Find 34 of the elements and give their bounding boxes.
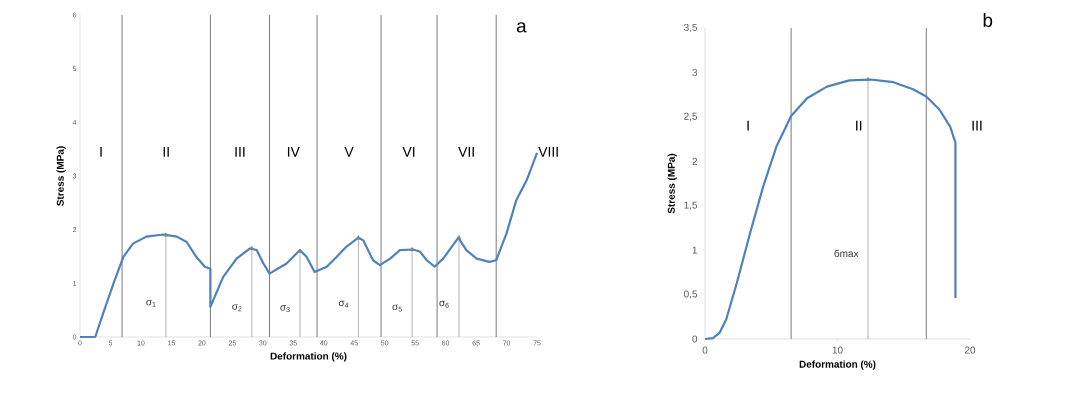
y-tick-label: 0,5 [684, 290, 698, 299]
x-tick-label: 20 [964, 346, 976, 354]
x-tick-label: 0 [702, 346, 708, 354]
y-axis-title: Stress (MPa) [56, 146, 66, 206]
x-tick-label: 10 [832, 346, 843, 354]
annotation: III [235, 147, 245, 157]
annotation: V [344, 147, 354, 157]
x-axis-title: Deformation (%) [270, 352, 347, 362]
annotation: σ$_{4}$ [338, 300, 349, 308]
annotation: I [100, 147, 102, 157]
annotation: IV [287, 147, 300, 157]
annotation: σ$_{5}$ [392, 304, 402, 312]
annotation: σ$_{2}$ [232, 304, 242, 312]
annotation: II [163, 147, 169, 157]
chart-title: a [516, 22, 527, 33]
annotation: II [856, 120, 862, 131]
y-tick-label: 2,5 [684, 112, 698, 121]
y-tick-label: 3,5 [684, 23, 698, 33]
annotation: I [747, 120, 749, 131]
annotation: VII [458, 147, 474, 157]
chart-title: b [983, 13, 993, 28]
annotation: σ$_{1}$ [146, 299, 156, 307]
annotation: VI [402, 147, 415, 157]
text: VIII [538, 147, 558, 157]
annotation: σ$_{3}$ [280, 305, 290, 313]
y-tick-label: 1 [692, 246, 698, 254]
annotation: σ$_{6}$ [439, 300, 449, 308]
x-axis-title: Deformation (%) [799, 360, 876, 370]
text: III [972, 120, 982, 131]
annotation: бmax [834, 249, 859, 258]
y-tick-label: 3 [692, 68, 698, 76]
y-tick-label: 1,5 [684, 201, 698, 210]
y-axis-title: Stress (MPa) [667, 153, 677, 214]
y-tick-label: 2 [692, 157, 697, 165]
